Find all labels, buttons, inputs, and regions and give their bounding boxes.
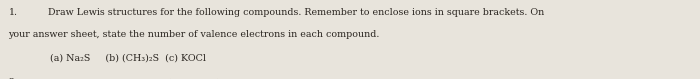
- Text: 1.: 1.: [8, 8, 18, 17]
- Text: Draw Lewis structures for the following compounds. Remember to enclose ions in s: Draw Lewis structures for the following …: [48, 8, 544, 17]
- Text: 2.: 2.: [8, 78, 18, 79]
- Text: (a) Na₂S     (b) (CH₃)₂S  (c) KOCl: (a) Na₂S (b) (CH₃)₂S (c) KOCl: [50, 53, 206, 62]
- Text: List the most im portant (strongest) interm—: List the most im portant (strongest) int…: [48, 78, 265, 79]
- Text: your answer sheet, state the number of valence electrons in each compound.: your answer sheet, state the number of v…: [8, 30, 380, 39]
